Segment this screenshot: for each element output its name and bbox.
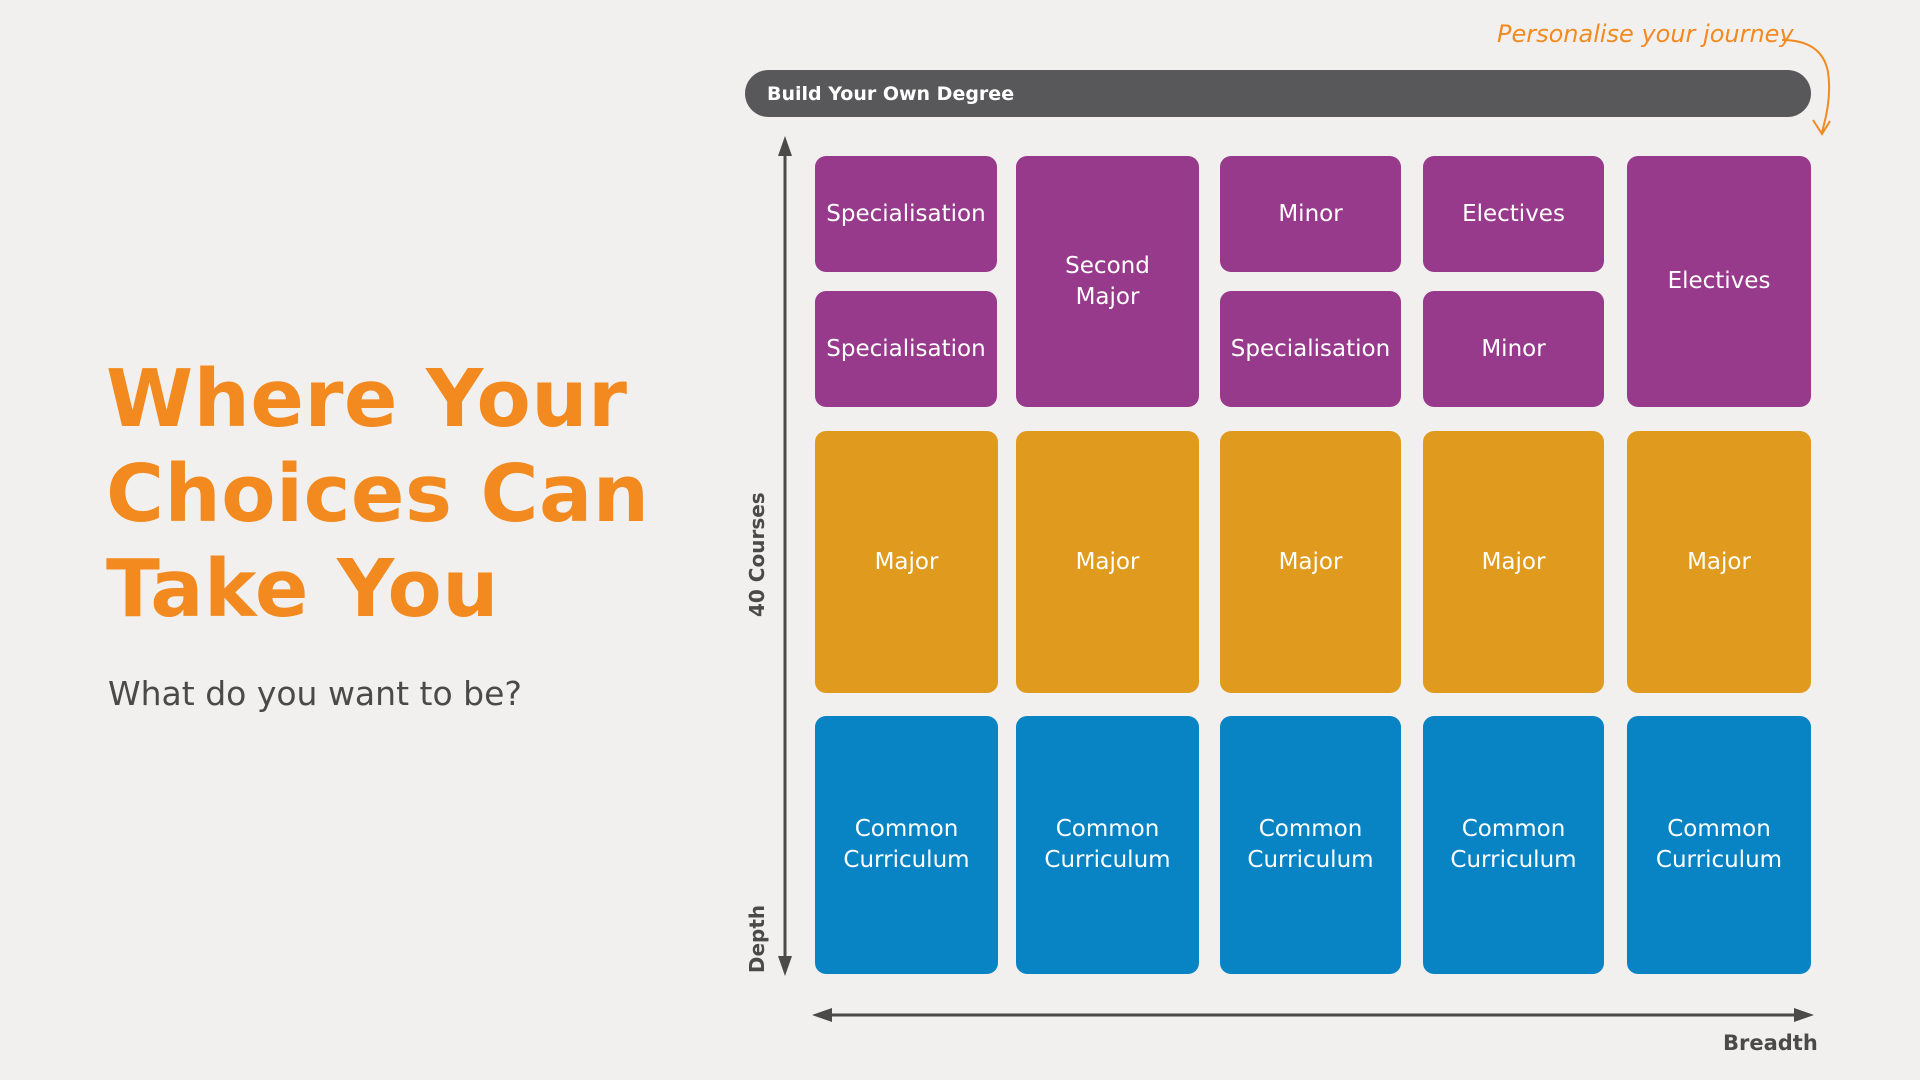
block-second-major: Second Major bbox=[1016, 156, 1199, 407]
block-major: Major bbox=[1423, 431, 1604, 693]
headline-line-2: Choices Can bbox=[106, 448, 650, 540]
block-minor: Minor bbox=[1220, 156, 1401, 272]
curved-arrow-icon bbox=[1781, 39, 1831, 136]
block-specialisation: Specialisation bbox=[815, 291, 997, 407]
block-common-curriculum: Common Curriculum bbox=[815, 716, 998, 974]
bar-label: Build Your Own Degree bbox=[767, 82, 1015, 105]
block-common-curriculum: Common Curriculum bbox=[1423, 716, 1604, 974]
block-common-curriculum: Common Curriculum bbox=[1220, 716, 1401, 974]
axis-label-courses: 40 Courses bbox=[745, 492, 769, 617]
block-major: Major bbox=[1220, 431, 1401, 693]
block-electives: Electives bbox=[1423, 156, 1604, 272]
block-minor: Minor bbox=[1423, 291, 1604, 407]
headline: Where Your Choices Can Take You bbox=[106, 352, 706, 637]
block-major: Major bbox=[815, 431, 998, 693]
headline-line-1: Where Your bbox=[106, 353, 628, 445]
axis-label-breadth: Breadth bbox=[1723, 1031, 1818, 1055]
block-specialisation: Specialisation bbox=[815, 156, 997, 272]
block-common-curriculum: Common Curriculum bbox=[1016, 716, 1199, 974]
build-your-own-degree-bar: Build Your Own Degree bbox=[745, 70, 1811, 117]
subtitle: What do you want to be? bbox=[108, 674, 522, 713]
block-major: Major bbox=[1627, 431, 1811, 693]
headline-line-3: Take You bbox=[106, 543, 499, 635]
horizontal-axis-arrow bbox=[812, 1008, 1814, 1022]
block-common-curriculum: Common Curriculum bbox=[1627, 716, 1811, 974]
personalise-callout: Personalise your journey bbox=[1497, 20, 1794, 48]
axis-label-depth: Depth bbox=[745, 904, 769, 974]
vertical-axis-arrow bbox=[778, 136, 792, 976]
block-specialisation: Specialisation bbox=[1220, 291, 1401, 407]
block-electives: Electives bbox=[1627, 156, 1811, 407]
block-major: Major bbox=[1016, 431, 1199, 693]
